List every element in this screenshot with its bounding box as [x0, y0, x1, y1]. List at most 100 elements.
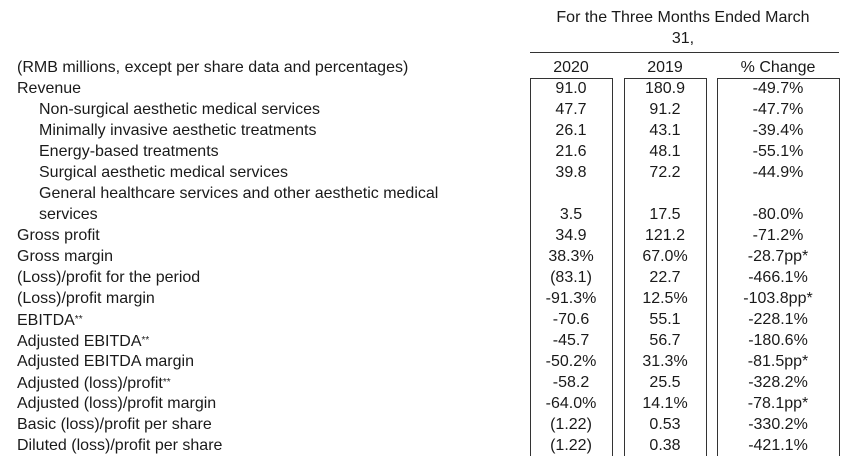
row-label: Adjusted EBITDA margin: [17, 351, 194, 372]
row-label-text: Diluted (loss)/profit per share: [17, 437, 223, 454]
column-header-2020: 2020: [530, 57, 612, 79]
table-row: Adjusted EBITDA margin -50.2% 31.3% -81.5pp…: [0, 351, 856, 372]
value-2020: 91.0: [555, 80, 587, 97]
value-change: -180.6%: [748, 332, 808, 349]
table-row: Revenue 91.0 180.9 -49.7%: [0, 78, 856, 99]
units-label: (RMB millions, except per share data and…: [17, 59, 409, 76]
row-label-text: Non-surgical aesthetic medical services: [39, 101, 320, 118]
row-label: Revenue: [17, 78, 81, 99]
table-row: Adjusted EBITDA** -45.7 56.7 -180.6%: [0, 330, 856, 351]
value-2020: 47.7: [555, 101, 587, 118]
period-header-line2: 31,: [671, 30, 695, 47]
row-label: Non-surgical aesthetic medical services: [39, 99, 320, 120]
row-label: Diluted (loss)/profit per share: [17, 435, 222, 456]
value-2019: 72.2: [649, 164, 681, 181]
value-2019: 0.38: [649, 437, 681, 454]
value-2019: 14.1%: [642, 395, 688, 412]
value-2019: 0.53: [649, 416, 681, 433]
row-label-text: Adjusted EBITDA margin: [17, 353, 194, 370]
table-row: EBITDA** -70.6 55.1 -228.1%: [0, 309, 856, 330]
value-change: -39.4%: [752, 122, 804, 139]
value-2019: 17.5: [649, 206, 681, 223]
value-change: -44.9%: [752, 164, 804, 181]
row-label: Basic (loss)/profit per share: [17, 414, 212, 435]
value-2019: 121.2: [644, 227, 686, 244]
row-label-text: Revenue: [17, 80, 82, 97]
value-2019: 22.7: [649, 269, 681, 286]
value-2019: 91.2: [649, 101, 681, 118]
row-label-text: Adjusted (loss)/profit: [17, 375, 163, 392]
table-row: Minimally invasive aesthetic treatments 2…: [0, 120, 856, 141]
row-label-text: Basic (loss)/profit per share: [17, 416, 212, 433]
value-change: -103.8pp*: [743, 290, 813, 307]
value-change: -328.2%: [748, 374, 808, 391]
table-row: General healthcare services and other ae…: [0, 183, 856, 225]
value-2020: -70.6: [552, 311, 590, 328]
row-label: Adjusted (loss)/profit**: [17, 372, 171, 394]
column-rule: [839, 78, 840, 456]
row-label-text: Adjusted (loss)/profit margin: [17, 395, 217, 412]
value-2020: -91.3%: [545, 290, 597, 307]
value-2019: 31.3%: [642, 353, 688, 370]
row-label-text: Gross margin: [17, 248, 114, 265]
value-2020: (1.22): [550, 416, 592, 433]
value-change: -49.7%: [752, 80, 804, 97]
value-2020: 26.1: [555, 122, 587, 139]
row-label: Gross profit: [17, 225, 100, 246]
value-2019: 180.9: [644, 80, 686, 97]
value-2020: 3.5: [559, 206, 583, 223]
table-row: Surgical aesthetic medical services 39.8 7…: [0, 162, 856, 183]
value-change: -330.2%: [748, 416, 808, 433]
row-label-text: Minimally invasive aesthetic treatments: [39, 122, 317, 139]
value-2020: 34.9: [555, 227, 587, 244]
value-change: -47.7%: [752, 101, 804, 118]
value-2019: 67.0%: [642, 248, 688, 265]
value-2020: -45.7: [552, 332, 590, 349]
column-header-2019: 2019: [624, 57, 706, 79]
row-label: Surgical aesthetic medical services: [39, 162, 288, 183]
value-change: -421.1%: [748, 437, 808, 454]
column-rule: [717, 78, 718, 456]
value-2019: 25.5: [649, 374, 681, 391]
value-2019: 43.1: [649, 122, 681, 139]
table-row: Gross profit 34.9 121.2 -71.2%: [0, 225, 856, 246]
value-2020: (1.22): [550, 437, 592, 454]
table-row: Diluted (loss)/profit per share (1.22) 0.3…: [0, 435, 856, 456]
value-2019: 12.5%: [642, 290, 688, 307]
row-label: Energy-based treatments: [39, 141, 219, 162]
table-row: Non-surgical aesthetic medical services 4…: [0, 99, 856, 120]
value-change: -71.2%: [752, 227, 804, 244]
row-label: (Loss)/profit for the period: [17, 267, 200, 288]
row-label: EBITDA**: [17, 309, 83, 331]
column-rule: [612, 78, 613, 456]
value-2020: 38.3%: [548, 248, 594, 265]
table-row: Energy-based treatments 21.6 48.1 -55.1%: [0, 141, 856, 162]
value-2020: 21.6: [555, 143, 587, 160]
period-header: For the Three Months Ended March 31,: [527, 7, 839, 49]
row-label-text: Gross profit: [17, 227, 100, 244]
row-label: Gross margin: [17, 246, 113, 267]
table-row: Adjusted (loss)/profit margin -64.0% 14.1%…: [0, 393, 856, 414]
value-2020: -58.2: [552, 374, 590, 391]
row-label-text: EBITDA: [17, 312, 75, 329]
row-label: (Loss)/profit margin: [17, 288, 155, 309]
footnote-marker: **: [74, 314, 83, 325]
value-change: -55.1%: [752, 143, 804, 160]
value-change: -466.1%: [748, 269, 808, 286]
footnote-marker: **: [141, 335, 150, 346]
value-2019: 56.7: [649, 332, 681, 349]
row-label: Adjusted (loss)/profit margin: [17, 393, 216, 414]
value-change: -81.5pp*: [747, 353, 809, 370]
value-change: -28.7pp*: [747, 248, 809, 265]
table-row: (Loss)/profit margin -91.3% 12.5% -103.8pp*: [0, 288, 856, 309]
value-2019: 55.1: [649, 311, 681, 328]
value-2020: (83.1): [550, 269, 592, 286]
period-header-line1: For the Three Months Ended March: [556, 9, 810, 26]
footnote-marker: **: [162, 377, 171, 388]
row-label-text: Surgical aesthetic medical services: [39, 164, 288, 181]
table-row: Basic (loss)/profit per share (1.22) 0.53 -…: [0, 414, 856, 435]
column-rule: [624, 78, 625, 456]
row-label-text: General healthcare services and other ae…: [39, 185, 439, 223]
column-rule: [530, 78, 531, 456]
